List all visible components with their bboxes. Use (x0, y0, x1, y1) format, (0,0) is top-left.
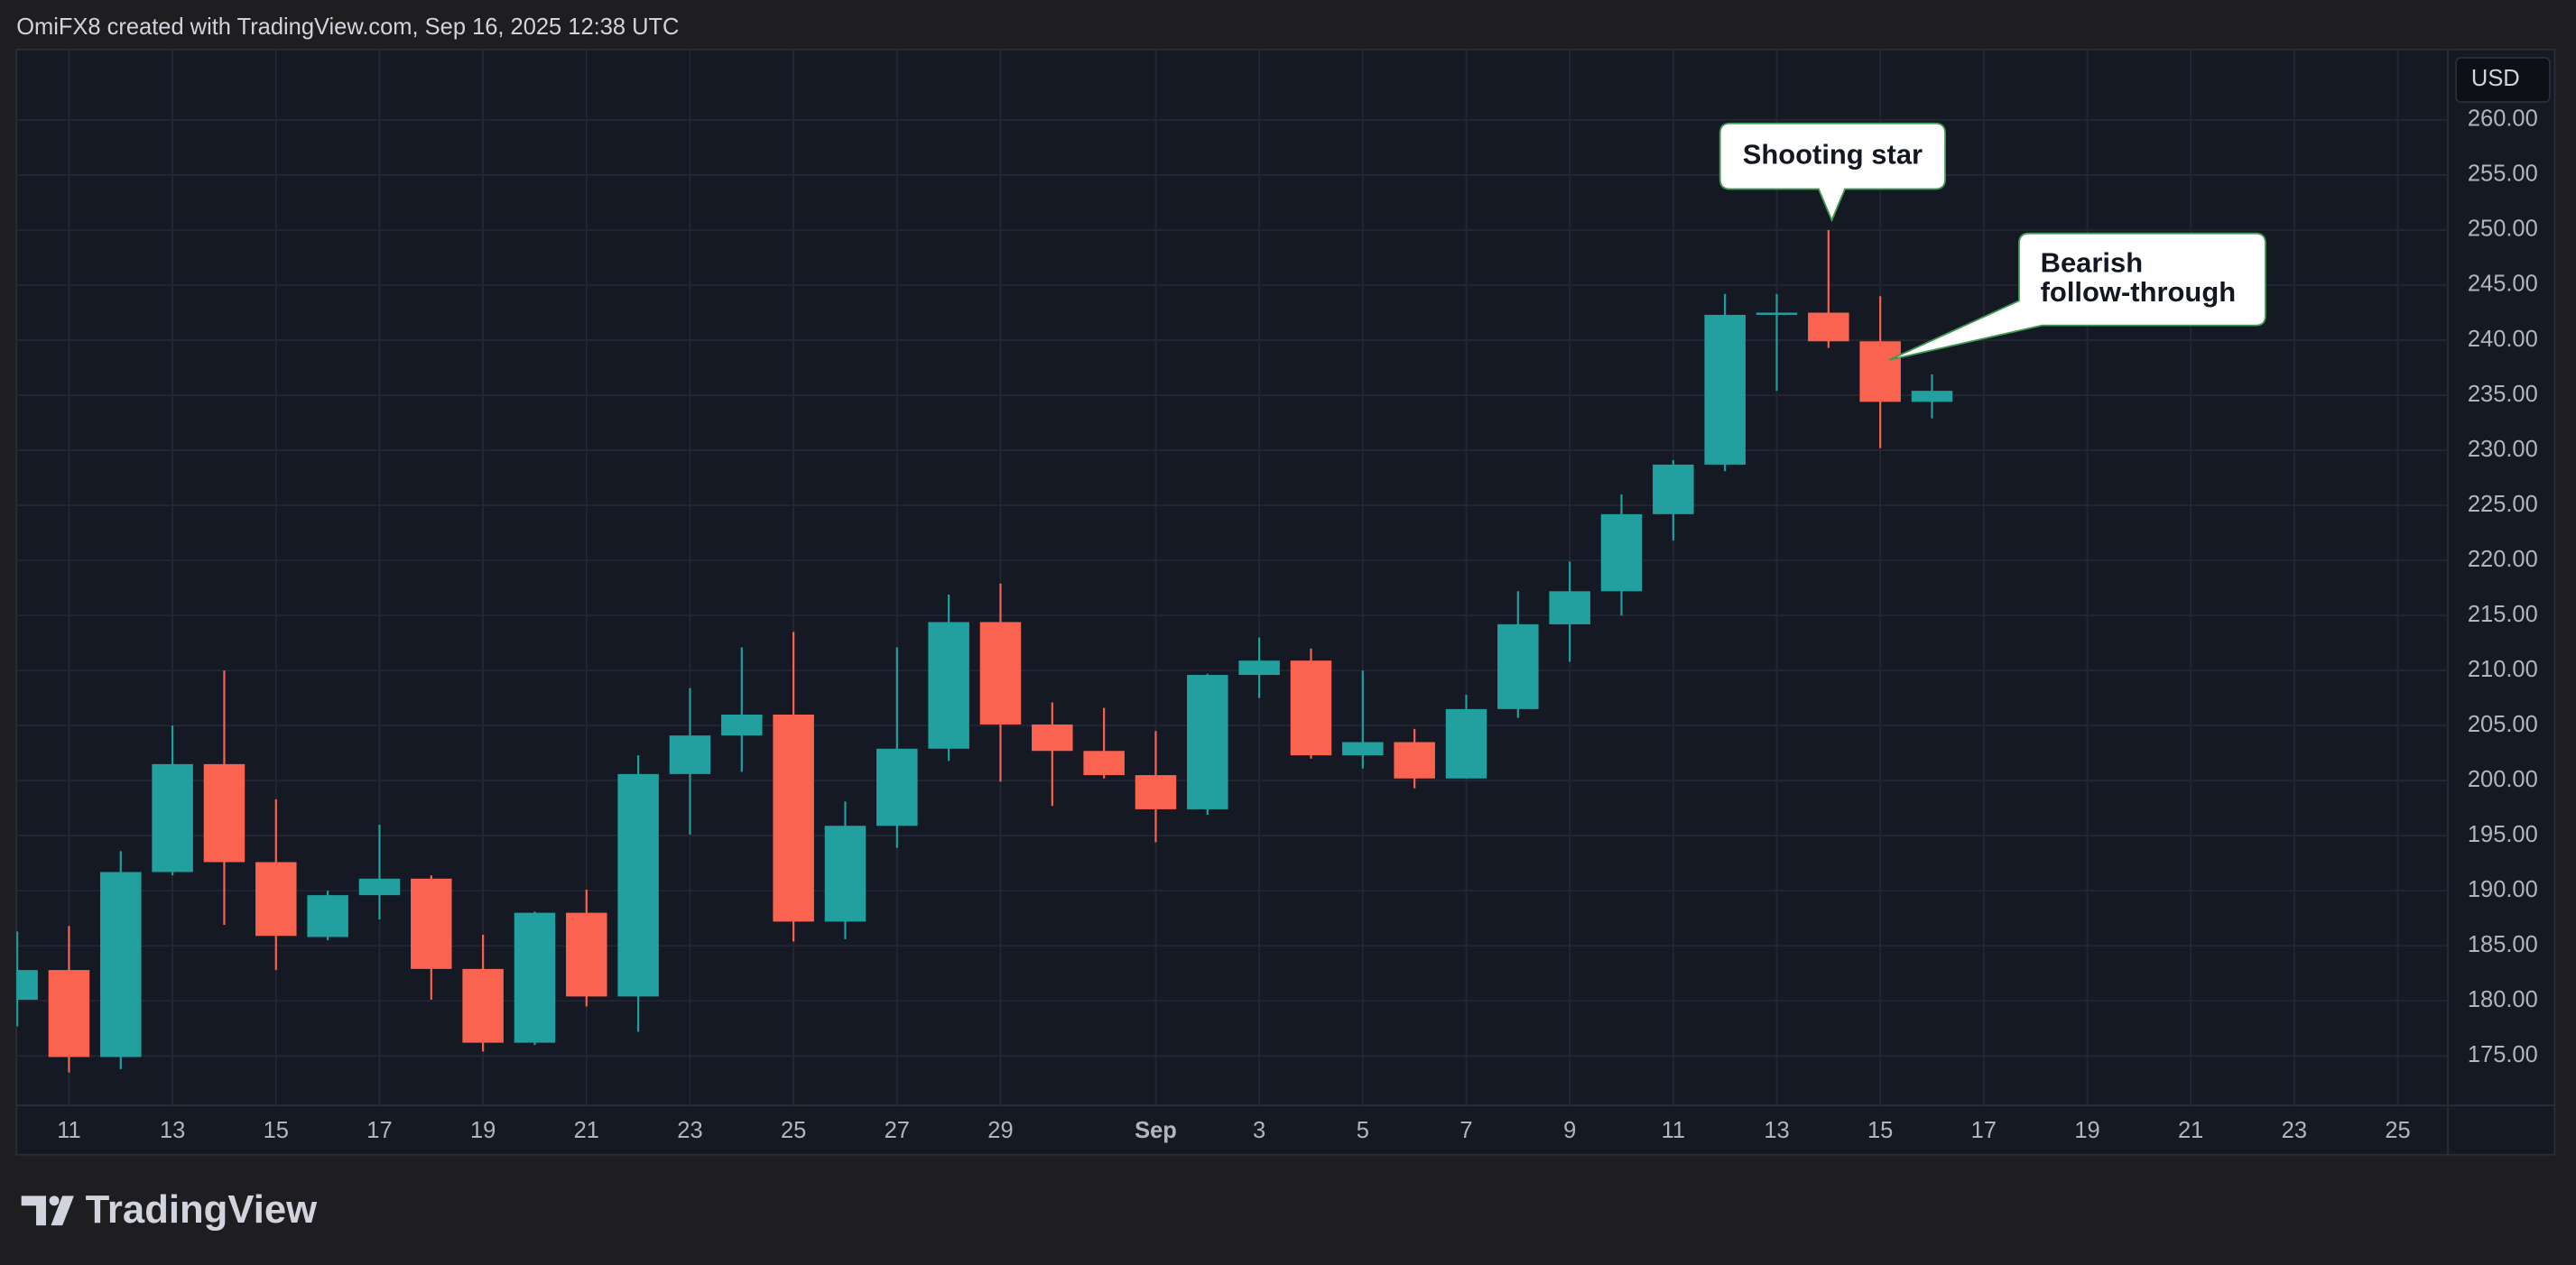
y-tick-label: 250.00 (2468, 217, 2538, 242)
x-tick-label: 19 (2074, 1118, 2099, 1143)
candle-body (1290, 660, 1332, 756)
x-tick-label: 17 (1971, 1118, 1997, 1143)
candle-body (1911, 391, 1953, 402)
y-tick-label: 215.00 (2468, 602, 2538, 627)
candle-body (1135, 775, 1177, 809)
x-tick-label: 3 (1253, 1118, 1265, 1143)
y-tick-label: 200.00 (2468, 767, 2538, 792)
candle-body (669, 735, 711, 774)
candle-body (773, 714, 814, 922)
x-tick-label: 17 (366, 1118, 392, 1143)
y-tick-label: 255.00 (2468, 162, 2538, 187)
callout-box (1888, 232, 2266, 361)
candle-body (411, 878, 452, 969)
chart-panel (15, 48, 2556, 1156)
candle-body (307, 895, 348, 937)
y-tick-label: 225.00 (2468, 492, 2538, 517)
candle-body (1394, 742, 1435, 779)
candle-body (514, 912, 556, 1043)
y-tick-label: 195.00 (2468, 822, 2538, 847)
x-tick-label: 11 (57, 1118, 80, 1143)
x-tick-label: 25 (781, 1118, 806, 1143)
logo-mark (49, 1196, 60, 1206)
candle-body (721, 714, 763, 736)
candle-body (876, 748, 918, 826)
candle-body (1342, 742, 1384, 756)
grid (16, 49, 2449, 1106)
x-tick-label: 9 (1563, 1118, 1576, 1143)
currency: USD (2471, 66, 2520, 91)
x-tick-label: 21 (2178, 1118, 2203, 1143)
x-tick-label: 11 (1662, 1118, 1685, 1143)
y-tick-label: 190.00 (2468, 877, 2538, 902)
x-tick-label: 23 (677, 1118, 702, 1143)
candle-body (1859, 341, 1901, 402)
brand: TradingView (86, 1187, 318, 1232)
x-tick-label: 5 (1357, 1118, 1369, 1143)
y-tick-label: 235.00 (2468, 382, 2538, 407)
candle-body (203, 763, 246, 863)
y-tick-label: 260.00 (2468, 106, 2538, 132)
x-tick-label: 13 (160, 1118, 185, 1143)
candle-body (1600, 513, 1643, 592)
candle-body (1083, 751, 1125, 776)
y-tick-label: 175.00 (2468, 1042, 2538, 1067)
x-tick-label: 21 (574, 1118, 599, 1143)
x-tick-label: 19 (470, 1118, 496, 1143)
candle-body (1756, 312, 1798, 315)
candle-body (617, 773, 659, 997)
candle-body (1445, 708, 1487, 779)
candles (16, 229, 1953, 1073)
x-tick-label: 7 (1459, 1118, 1472, 1143)
y-tick-label: 245.00 (2468, 272, 2538, 297)
y-tick-label: 230.00 (2468, 437, 2538, 462)
logo-mark (51, 1196, 74, 1226)
candle-body (1549, 591, 1590, 624)
x-tick-label: Sep (1135, 1118, 1177, 1143)
candle-body (566, 912, 607, 997)
x-tick-label: 15 (1867, 1118, 1893, 1143)
callout-text: Bearish (2041, 246, 2144, 278)
x-tick-label: 25 (2385, 1118, 2410, 1143)
x-tick-label: 23 (2282, 1118, 2307, 1143)
y-tick-label: 205.00 (2468, 712, 2538, 737)
candle-body (462, 968, 504, 1043)
x-tick-label: 29 (987, 1118, 1013, 1143)
callout-text: Shooting star (1743, 138, 1923, 170)
y-tick-label: 240.00 (2468, 327, 2538, 352)
candle-body (824, 826, 866, 922)
y-tick-label: 180.00 (2468, 987, 2538, 1012)
candle-body (16, 970, 38, 1001)
callout-box (1719, 122, 1946, 223)
candle-body (979, 622, 1022, 725)
header: OmiFX8 created with TradingView.com, Sep… (16, 14, 679, 40)
y-tick-label: 220.00 (2468, 547, 2538, 572)
x-tick-label: 15 (264, 1118, 289, 1143)
candle-body (1704, 314, 1746, 465)
candle-body (358, 878, 401, 896)
candle-body (1032, 724, 1073, 752)
candle-body (1238, 660, 1280, 676)
candle-body (100, 872, 142, 1057)
candle-body (1653, 464, 1694, 514)
axis-labels: 175.00 180.00 185.00 190.00 195.00 200.00 205.… (57, 106, 2538, 1143)
candle-body (48, 970, 90, 1057)
x-tick-label: 27 (885, 1118, 910, 1143)
x-tick-label: 13 (1764, 1118, 1789, 1143)
y-tick-label: 185.00 (2468, 932, 2538, 957)
logo-mark (21, 1196, 46, 1226)
candle-body (1497, 623, 1539, 709)
currency-box (2455, 57, 2551, 104)
callout-text: follow-through (2041, 276, 2237, 308)
candle-body (928, 622, 969, 749)
y-tick-label: 210.00 (2468, 657, 2538, 682)
candle-body (255, 862, 297, 937)
brand-logo: TradingView (21, 1187, 318, 1232)
candle-body (1187, 675, 1228, 809)
candle-body (152, 763, 193, 873)
candle-body (1808, 312, 1849, 342)
